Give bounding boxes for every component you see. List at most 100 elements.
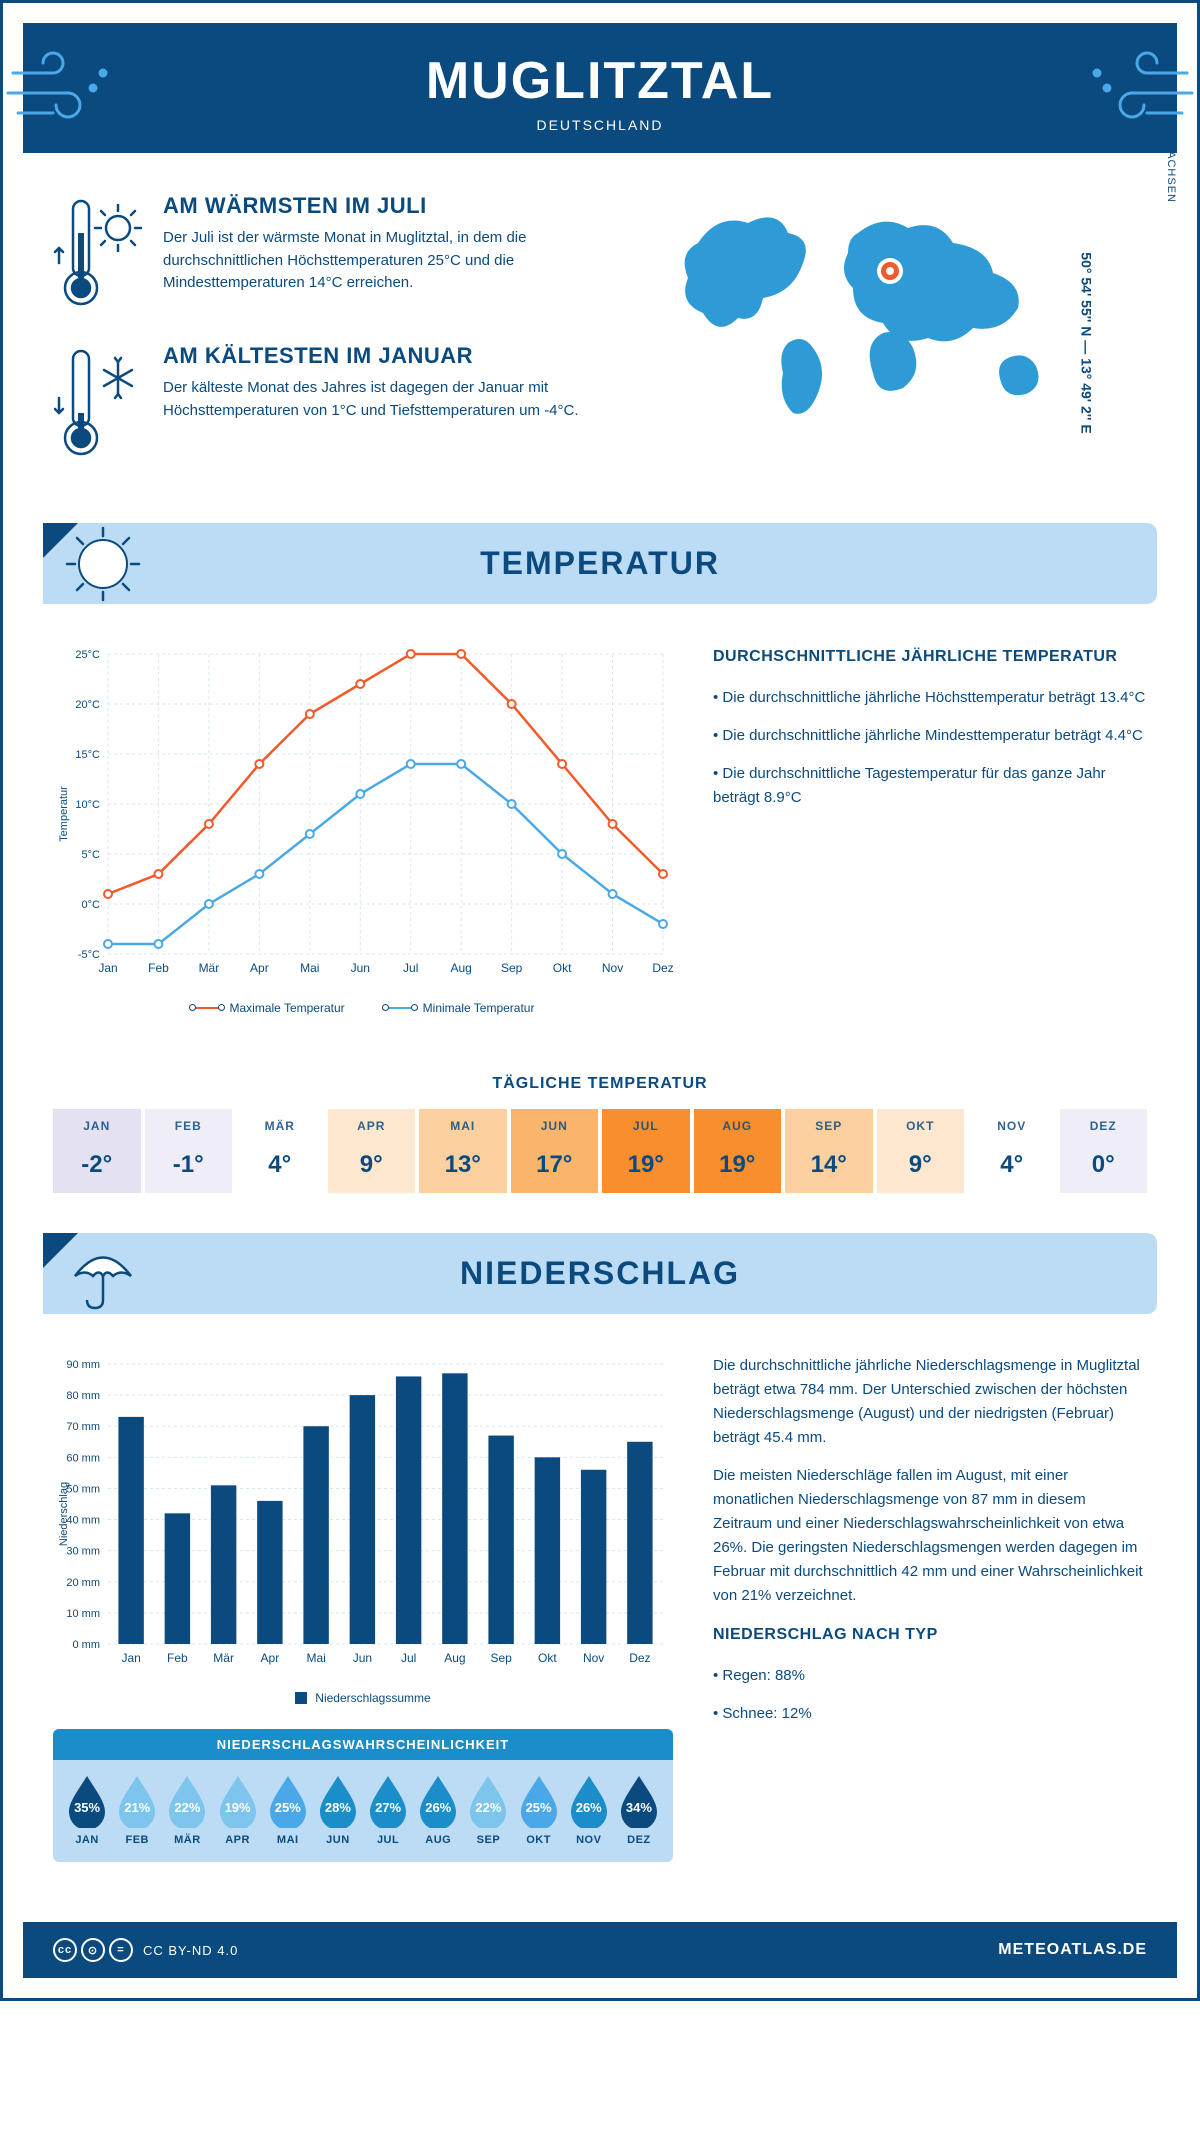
coldest-fact: AM KÄLTESTEN IM JANUAR Der kälteste Mona… bbox=[53, 343, 628, 463]
wind-icon bbox=[3, 43, 123, 133]
daily-cell: APR9° bbox=[328, 1109, 416, 1193]
temp-side-text: DURCHSCHNITTLICHE JÄHRLICHE TEMPERATUR •… bbox=[713, 644, 1147, 1015]
svg-text:Jun: Jun bbox=[353, 1651, 372, 1665]
svg-text:Sep: Sep bbox=[501, 961, 523, 975]
page-subtitle: DEUTSCHLAND bbox=[23, 117, 1177, 133]
world-map-block: SACHSEN 50° 54' 55'' N — 13° 49' 2'' E bbox=[668, 193, 1147, 493]
legend-max: Maximale Temperatur bbox=[230, 1001, 345, 1015]
daily-cell: NOV4° bbox=[968, 1109, 1056, 1193]
svg-text:Jul: Jul bbox=[401, 1651, 416, 1665]
prob-drop: 19%APR bbox=[214, 1774, 262, 1846]
region-label: SACHSEN bbox=[1165, 143, 1177, 203]
svg-text:Nov: Nov bbox=[583, 1651, 604, 1665]
precip-section-title: NIEDERSCHLAG bbox=[43, 1255, 1157, 1292]
daily-cell: JUN17° bbox=[511, 1109, 599, 1193]
temp-chart-legend: Maximale Temperatur Minimale Temperatur bbox=[53, 1001, 673, 1015]
warmest-text: Der Juli ist der wärmste Monat in Muglit… bbox=[163, 227, 628, 295]
precip-side-text: Die durchschnittliche jährliche Niedersc… bbox=[713, 1354, 1147, 1862]
temp-section-banner: TEMPERATUR bbox=[43, 523, 1157, 604]
daily-cell: AUG19° bbox=[694, 1109, 782, 1193]
daily-cell: JUL19° bbox=[602, 1109, 690, 1193]
svg-text:15°C: 15°C bbox=[75, 749, 100, 761]
precip-section-banner: NIEDERSCHLAG bbox=[43, 1233, 1157, 1314]
svg-text:Apr: Apr bbox=[261, 1651, 280, 1665]
precip-type-heading: NIEDERSCHLAG NACH TYP bbox=[713, 1622, 1147, 1648]
precip-legend-label: Niederschlagssumme bbox=[315, 1691, 430, 1705]
sun-icon bbox=[63, 524, 143, 604]
prob-drop: 22%MÄR bbox=[163, 1774, 211, 1846]
svg-text:80 mm: 80 mm bbox=[66, 1390, 100, 1402]
daily-temp-title: TÄGLICHE TEMPERATUR bbox=[3, 1075, 1197, 1093]
svg-text:Nov: Nov bbox=[602, 961, 623, 975]
prob-drop: 28%JUN bbox=[314, 1774, 362, 1846]
prob-title: NIEDERSCHLAGSWAHRSCHEINLICHKEIT bbox=[53, 1729, 673, 1760]
svg-text:Jan: Jan bbox=[98, 961, 117, 975]
svg-text:70 mm: 70 mm bbox=[66, 1421, 100, 1433]
svg-text:60 mm: 60 mm bbox=[66, 1452, 100, 1464]
warmest-fact: AM WÄRMSTEN IM JULI Der Juli ist der wär… bbox=[53, 193, 628, 313]
prob-drop: 34%DEZ bbox=[615, 1774, 663, 1846]
svg-text:Feb: Feb bbox=[148, 961, 169, 975]
temperature-line-chart: -5°C0°C5°C10°C15°C20°C25°CJanFebMärAprMa… bbox=[53, 644, 673, 984]
svg-text:Temperatur: Temperatur bbox=[58, 786, 70, 842]
legend-min: Minimale Temperatur bbox=[423, 1001, 535, 1015]
svg-text:0 mm: 0 mm bbox=[73, 1639, 101, 1651]
svg-text:10°C: 10°C bbox=[75, 799, 100, 811]
svg-text:Aug: Aug bbox=[451, 961, 472, 975]
daily-cell: SEP14° bbox=[785, 1109, 873, 1193]
svg-text:Mär: Mär bbox=[199, 961, 220, 975]
prob-drop: 21%FEB bbox=[113, 1774, 161, 1846]
svg-text:Feb: Feb bbox=[167, 1651, 188, 1665]
daily-cell: OKT9° bbox=[877, 1109, 965, 1193]
daily-cell: DEZ0° bbox=[1060, 1109, 1148, 1193]
page-title: MUGLITZTAL bbox=[23, 51, 1177, 111]
umbrella-icon bbox=[63, 1234, 143, 1314]
warmest-heading: AM WÄRMSTEN IM JULI bbox=[163, 193, 628, 219]
wind-icon bbox=[1077, 43, 1197, 133]
daily-cell: MAI13° bbox=[419, 1109, 507, 1193]
svg-text:Aug: Aug bbox=[444, 1651, 465, 1665]
thermometer-hot-icon bbox=[53, 193, 143, 313]
daily-cell: JAN-2° bbox=[53, 1109, 141, 1193]
temp-side-heading: DURCHSCHNITTLICHE JÄHRLICHE TEMPERATUR bbox=[713, 644, 1147, 670]
svg-text:-5°C: -5°C bbox=[78, 949, 100, 961]
temp-bullet-3: • Die durchschnittliche Tagestemperatur … bbox=[713, 762, 1147, 810]
daily-cell: MÄR4° bbox=[236, 1109, 324, 1193]
svg-text:50 mm: 50 mm bbox=[66, 1483, 100, 1495]
precip-legend: Niederschlagssumme bbox=[53, 1691, 673, 1705]
prob-drop: 25%MAI bbox=[264, 1774, 312, 1846]
prob-drop: 27%JUL bbox=[364, 1774, 412, 1846]
svg-text:Jan: Jan bbox=[121, 1651, 140, 1665]
precip-snow: • Schnee: 12% bbox=[713, 1702, 1147, 1726]
svg-text:25°C: 25°C bbox=[75, 649, 100, 661]
coldest-text: Der kälteste Monat des Jahres ist dagege… bbox=[163, 377, 628, 422]
svg-text:Mai: Mai bbox=[306, 1651, 325, 1665]
svg-text:90 mm: 90 mm bbox=[66, 1359, 100, 1371]
world-map-icon bbox=[668, 193, 1088, 433]
precip-rain: • Regen: 88% bbox=[713, 1664, 1147, 1688]
daily-cell: FEB-1° bbox=[145, 1109, 233, 1193]
precipitation-bar-chart: 0 mm10 mm20 mm30 mm40 mm50 mm60 mm70 mm8… bbox=[53, 1354, 673, 1674]
daily-temp-grid: JAN-2°FEB-1°MÄR4°APR9°MAI13°JUN17°JUL19°… bbox=[53, 1109, 1147, 1193]
footer: cc⊙= CC BY-ND 4.0 METEOATLAS.DE bbox=[23, 1922, 1177, 1978]
svg-text:20°C: 20°C bbox=[75, 699, 100, 711]
precip-probability-box: NIEDERSCHLAGSWAHRSCHEINLICHKEIT 35%JAN21… bbox=[53, 1729, 673, 1862]
svg-text:Mär: Mär bbox=[213, 1651, 234, 1665]
svg-text:Sep: Sep bbox=[490, 1651, 512, 1665]
intro-section: AM WÄRMSTEN IM JULI Der Juli ist der wär… bbox=[3, 153, 1197, 523]
site-name: METEOATLAS.DE bbox=[998, 1941, 1147, 1959]
svg-text:20 mm: 20 mm bbox=[66, 1577, 100, 1589]
precip-content: 0 mm10 mm20 mm30 mm40 mm50 mm60 mm70 mm8… bbox=[3, 1314, 1197, 1902]
temp-bullet-1: • Die durchschnittliche jährliche Höchst… bbox=[713, 686, 1147, 710]
coldest-heading: AM KÄLTESTEN IM JANUAR bbox=[163, 343, 628, 369]
svg-text:Mai: Mai bbox=[300, 961, 319, 975]
svg-text:Okt: Okt bbox=[538, 1651, 557, 1665]
prob-drop: 26%NOV bbox=[565, 1774, 613, 1846]
cc-badge-icon: cc⊙= bbox=[53, 1938, 133, 1962]
temp-section-title: TEMPERATUR bbox=[43, 545, 1157, 582]
svg-text:10 mm: 10 mm bbox=[66, 1608, 100, 1620]
prob-drop: 26%AUG bbox=[414, 1774, 462, 1846]
license-text: CC BY-ND 4.0 bbox=[143, 1943, 238, 1958]
svg-text:30 mm: 30 mm bbox=[66, 1546, 100, 1558]
temp-content: -5°C0°C5°C10°C15°C20°C25°CJanFebMärAprMa… bbox=[3, 604, 1197, 1055]
